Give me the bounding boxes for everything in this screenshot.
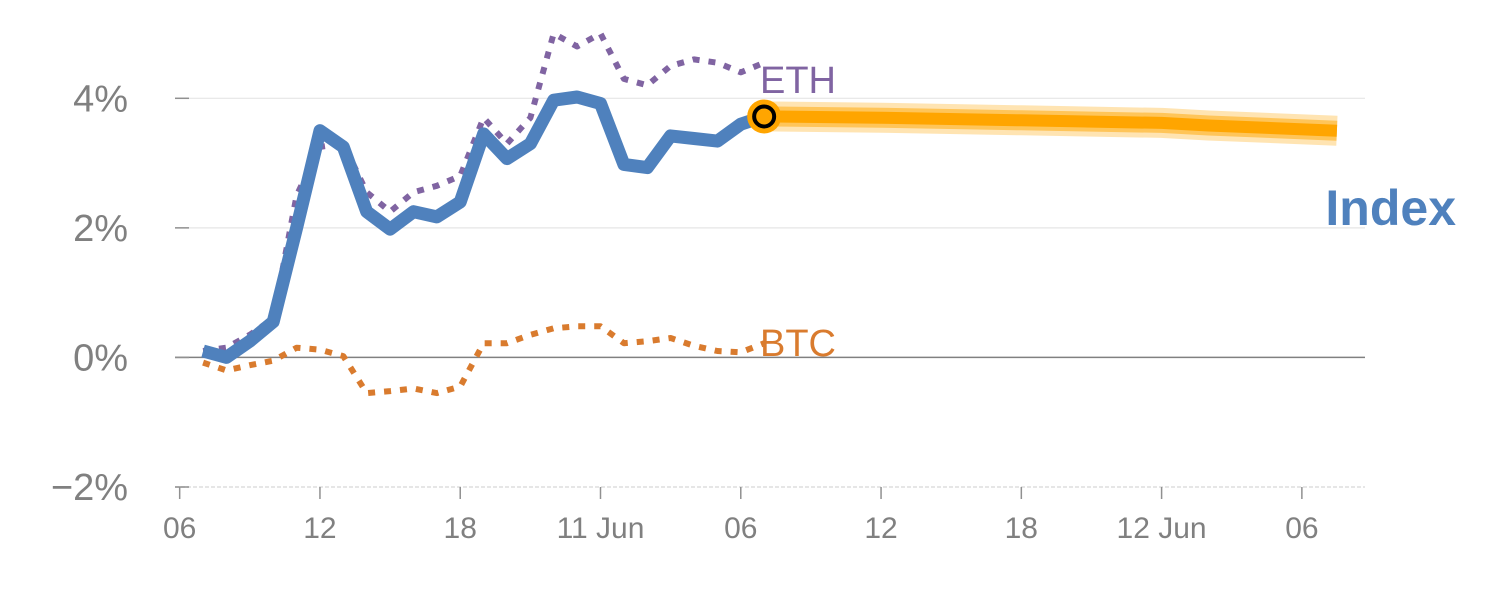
series-label-btc: BTC (760, 323, 836, 365)
x-tick-label: 11 Jun (557, 512, 645, 545)
x-tick-label: 06 (163, 512, 196, 545)
x-tick-label: 18 (1005, 512, 1038, 545)
x-axis: 06 12 18 11 Jun 06 12 18 12 Jun 06 (163, 487, 1319, 545)
series-line-eth (202, 30, 766, 354)
current-point-marker (747, 99, 782, 134)
x-tick-label: 12 (303, 512, 336, 545)
series-line-index (201, 90, 767, 364)
gridlines (175, 97, 1365, 488)
y-axis: 4% 2% 0% −2% (51, 78, 189, 509)
series-lines (201, 30, 1338, 397)
series-label-eth: ETH (760, 60, 836, 102)
x-tick-label: 06 (1285, 512, 1318, 545)
marker-inner-ring (752, 104, 777, 129)
forecast-line (764, 110, 1338, 137)
series-label-index: Index (1325, 180, 1456, 236)
y-tick-label: 0% (73, 337, 128, 379)
series-line-btc (202, 323, 766, 397)
y-tick-label: −2% (51, 467, 128, 509)
x-tick-label: 12 Jun (1117, 512, 1207, 545)
y-tick-label: 2% (73, 208, 128, 250)
x-tick-label: 18 (444, 512, 477, 545)
x-tick-label: 06 (724, 512, 757, 545)
y-tick-label: 4% (73, 78, 128, 120)
x-tick-label: 12 (864, 512, 897, 545)
